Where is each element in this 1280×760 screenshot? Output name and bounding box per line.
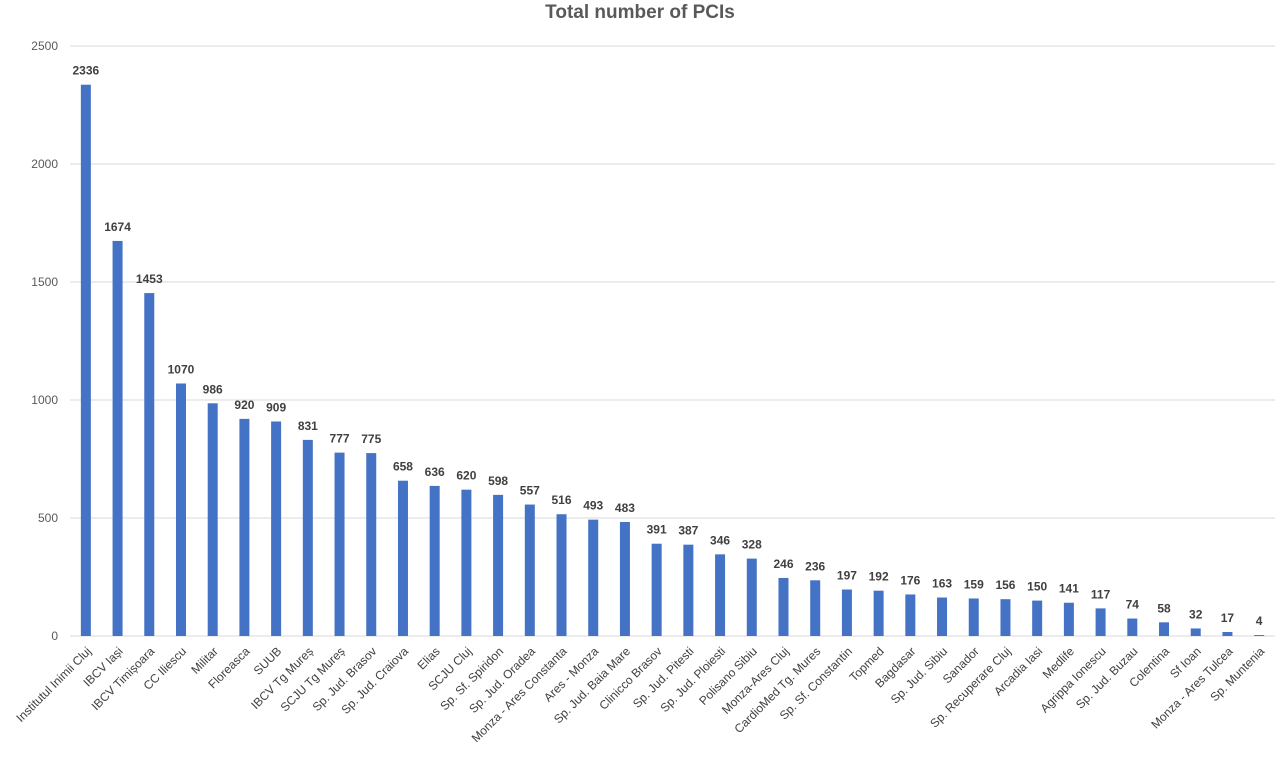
y-axis-ticks: 0 500 1000 1500 2000 2500 — [31, 39, 58, 643]
data-label: 2336 — [73, 64, 100, 78]
data-label: 197 — [837, 569, 857, 583]
data-label: 74 — [1126, 598, 1140, 612]
bars — [80, 84, 1265, 637]
gridlines — [70, 45, 1275, 637]
data-label: 17 — [1221, 611, 1235, 625]
data-label: 387 — [678, 524, 698, 538]
data-label: 32 — [1189, 607, 1203, 621]
bar — [556, 514, 567, 636]
bar — [1254, 635, 1265, 636]
bar — [1127, 618, 1138, 636]
bar — [715, 554, 726, 636]
data-label: 986 — [203, 382, 223, 396]
category-label: Institutul Inimii Cluj — [13, 644, 94, 725]
bar — [905, 594, 916, 636]
chart-title: Total number of PCIs — [545, 2, 735, 23]
data-label: 1674 — [104, 220, 131, 234]
bar — [873, 590, 884, 636]
bar — [746, 558, 757, 636]
bar — [112, 240, 123, 636]
data-label: 236 — [805, 559, 825, 573]
data-label: 658 — [393, 460, 413, 474]
y-tick-label: 2500 — [31, 39, 58, 53]
data-label: 1453 — [136, 272, 163, 286]
bar — [1063, 602, 1074, 636]
data-label: 117 — [1091, 587, 1111, 601]
bar — [524, 504, 535, 636]
data-label: 909 — [266, 400, 286, 414]
y-tick-label: 2000 — [31, 157, 58, 171]
data-label: 620 — [456, 469, 476, 483]
data-label: 598 — [488, 474, 508, 488]
bar — [80, 84, 91, 637]
data-label: 391 — [647, 523, 667, 537]
bar — [937, 597, 948, 636]
y-tick-label: 1500 — [31, 275, 58, 289]
y-tick-label: 0 — [51, 629, 58, 643]
data-label: 483 — [615, 501, 635, 515]
bar — [239, 418, 250, 636]
data-label: 775 — [361, 432, 381, 446]
bar — [1159, 622, 1170, 636]
bar — [1032, 600, 1043, 636]
bar — [1190, 628, 1201, 636]
data-label: 156 — [995, 578, 1015, 592]
bar — [302, 439, 313, 636]
bar — [493, 494, 504, 636]
data-label: 150 — [1027, 580, 1047, 594]
data-label: 176 — [900, 573, 920, 587]
data-label: 516 — [551, 493, 571, 507]
bar — [429, 485, 440, 636]
data-label: 1070 — [168, 362, 195, 376]
data-label: 58 — [1157, 601, 1171, 615]
bar — [1000, 599, 1011, 636]
bar — [683, 544, 694, 636]
data-label: 328 — [742, 538, 762, 552]
bar — [271, 421, 282, 636]
data-label: 920 — [234, 398, 254, 412]
bar — [651, 543, 662, 636]
bar — [810, 580, 821, 636]
data-label: 159 — [964, 577, 984, 591]
data-label: 831 — [298, 419, 318, 433]
category-label: Elias — [414, 644, 442, 672]
bar — [366, 453, 377, 636]
bar — [619, 522, 630, 636]
data-label: 557 — [520, 484, 540, 498]
bar — [968, 598, 979, 636]
data-labels: 2336 1674 1453 1070 986 920 909 831 777 775 658 636… — [73, 64, 1263, 628]
data-label: 141 — [1059, 582, 1079, 596]
data-label: 346 — [710, 533, 730, 547]
bar — [588, 519, 599, 636]
bar — [207, 403, 218, 636]
bar — [175, 383, 186, 636]
data-label: 192 — [869, 570, 889, 584]
bar — [778, 577, 789, 636]
data-label: 246 — [773, 557, 793, 571]
bar — [397, 480, 408, 636]
data-label: 777 — [330, 432, 350, 446]
data-label: 493 — [583, 499, 603, 513]
data-label: 163 — [932, 577, 952, 591]
bar — [144, 293, 155, 636]
y-tick-label: 1000 — [31, 393, 58, 407]
bar — [461, 489, 472, 636]
bar — [334, 452, 345, 636]
bar — [1095, 608, 1106, 636]
bar — [841, 589, 852, 636]
bar — [1222, 631, 1233, 636]
data-label: 636 — [425, 465, 445, 479]
y-tick-label: 500 — [38, 511, 58, 525]
data-label: 4 — [1256, 614, 1263, 628]
